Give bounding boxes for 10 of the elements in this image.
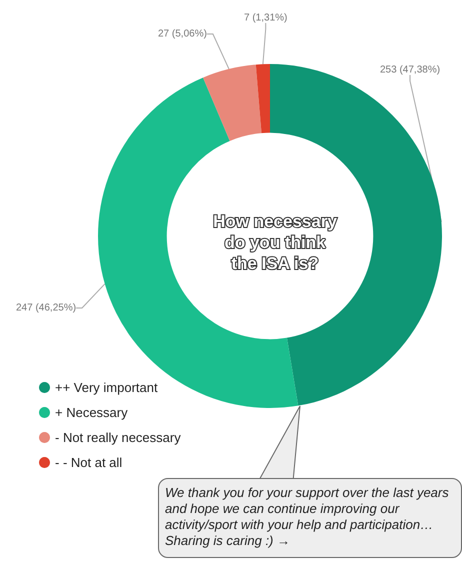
legend-label: - Not really necessary — [55, 430, 182, 445]
text: How necessary do you think the ISA is? — [213, 212, 338, 273]
legend-label: + Necessary — [55, 405, 128, 420]
data-label: 27 (5,06%) — [158, 28, 207, 40]
data-label: 253 (47,38%) — [380, 64, 440, 76]
text: We thank you for your support over the last years and hope we can continue improving our activity/sport with your help and participation…Sharing is caring :) → — [165, 485, 450, 549]
legend-label: ++ Very important — [55, 380, 158, 395]
data-label: 7 (1,31%) — [244, 12, 288, 24]
data-label: 247 (46,25%) — [16, 302, 76, 314]
legend-label: - - Not at all — [55, 455, 122, 470]
